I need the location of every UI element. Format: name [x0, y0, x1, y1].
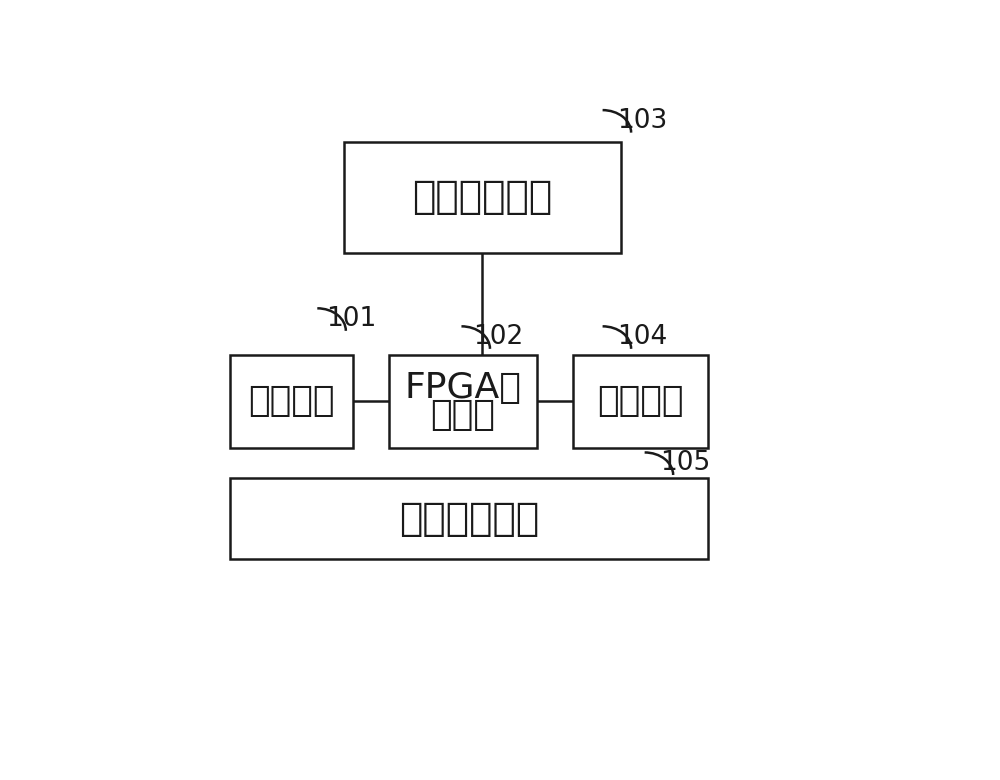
FancyBboxPatch shape [573, 355, 708, 448]
FancyBboxPatch shape [389, 355, 537, 448]
Text: 制平台: 制平台 [431, 398, 495, 431]
Text: 104: 104 [618, 324, 668, 350]
Text: 105: 105 [660, 450, 710, 476]
Text: 传感器组: 传感器组 [249, 385, 335, 418]
Text: 103: 103 [618, 108, 668, 133]
FancyBboxPatch shape [230, 478, 708, 559]
FancyBboxPatch shape [344, 142, 621, 253]
Text: 履带式机器人: 履带式机器人 [399, 499, 539, 537]
Text: 102: 102 [473, 324, 524, 350]
Text: 灭火装置: 灭火装置 [597, 385, 683, 418]
Text: FPGA控: FPGA控 [405, 371, 521, 405]
Text: 101: 101 [326, 306, 377, 332]
FancyBboxPatch shape [230, 355, 353, 448]
Text: 远程控制中心: 远程控制中心 [412, 178, 553, 216]
